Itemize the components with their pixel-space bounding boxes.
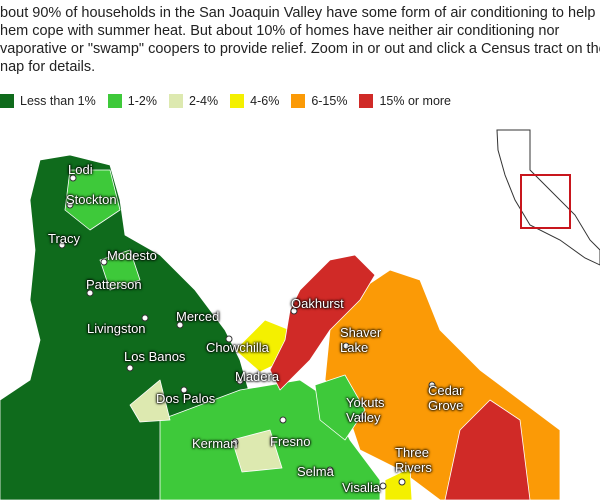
place-label: Three Rivers xyxy=(395,445,432,475)
legend-label: 15% or more xyxy=(379,94,452,108)
place-dot xyxy=(398,478,406,486)
place-dot xyxy=(58,241,66,249)
place-dot xyxy=(326,466,334,474)
place-label: Chowchilla xyxy=(206,340,269,355)
place-dot xyxy=(100,258,108,266)
legend-label: 1-2% xyxy=(127,94,157,108)
place-dot xyxy=(428,381,436,389)
place-dot xyxy=(279,416,287,424)
place-label: Lodi xyxy=(68,162,93,177)
legend-item: 6-15% xyxy=(291,92,347,110)
region[interactable] xyxy=(64,169,121,231)
legend-swatch xyxy=(291,94,306,108)
place-label: Livingston xyxy=(87,321,146,336)
place-dot xyxy=(180,386,188,394)
place-dot xyxy=(141,314,149,322)
legend-item: 1-2% xyxy=(107,92,157,110)
legend-swatch xyxy=(107,94,122,108)
intro-line: bout 90% of households in the San Joaqui… xyxy=(0,5,596,21)
place-label: Selma xyxy=(297,464,334,479)
place-dot xyxy=(225,335,233,343)
place-label: Shaver Lake xyxy=(340,325,382,355)
legend-label: Less than 1% xyxy=(20,94,96,108)
region[interactable] xyxy=(314,374,366,441)
place-label: Visalia xyxy=(342,480,381,495)
legend-label: 6-15% xyxy=(311,94,348,108)
legend-item: Less than 1% xyxy=(0,92,96,110)
place-dot xyxy=(379,482,387,490)
place-label: Fresno xyxy=(270,434,311,449)
place-label: Dos Palos xyxy=(156,391,216,406)
place-label: Patterson xyxy=(86,277,142,292)
place-dot xyxy=(86,289,94,297)
intro-line: nap for details. xyxy=(0,59,96,75)
place-label: Oakhurst xyxy=(291,296,344,311)
place-dot xyxy=(176,321,184,329)
legend-item: 15% or more xyxy=(359,92,451,110)
legend-label: 2-4% xyxy=(188,94,219,108)
place-dot xyxy=(69,174,77,182)
place-label: Modesto xyxy=(107,248,157,263)
place-dot xyxy=(358,413,366,421)
intro-line: vaporative or "swamp" coopers to provide… xyxy=(0,41,600,57)
place-label: Los Banos xyxy=(124,349,186,364)
place-label: Madera xyxy=(235,369,280,384)
legend-item: 4-6% xyxy=(230,92,279,110)
intro-line: hem cope with summer heat. But about 10%… xyxy=(0,23,560,39)
legend: Less than 1% 1-2% 2-4% 4-6% 6-15% 15% or more xyxy=(0,92,463,110)
place-dot xyxy=(342,342,350,350)
place-label: Stockton xyxy=(66,192,117,207)
legend-swatch xyxy=(359,94,374,108)
region[interactable] xyxy=(384,467,413,500)
place-dot xyxy=(236,377,244,385)
legend-swatch xyxy=(0,94,14,108)
region[interactable] xyxy=(231,429,283,473)
place-dot xyxy=(126,364,134,372)
region[interactable] xyxy=(269,254,376,391)
place-dot xyxy=(290,307,298,315)
region[interactable] xyxy=(129,379,171,423)
place-label: Merced xyxy=(176,309,220,324)
inset-map xyxy=(496,129,600,266)
legend-swatch xyxy=(168,94,183,108)
legend-swatch xyxy=(230,94,245,108)
place-label: Tracy xyxy=(48,231,81,246)
legend-item: 2-4% xyxy=(168,92,219,110)
place-dot xyxy=(66,201,74,209)
place-dot xyxy=(231,438,239,446)
place-label: Cedar Grove xyxy=(428,383,464,413)
place-label: Yokuts Valley xyxy=(346,395,385,425)
region[interactable] xyxy=(99,249,141,291)
intro: bout 90% of households in the San Joaqui… xyxy=(0,4,600,76)
place-label: Kerman xyxy=(192,436,238,451)
legend-label: 4-6% xyxy=(250,94,280,108)
region[interactable] xyxy=(444,399,531,500)
